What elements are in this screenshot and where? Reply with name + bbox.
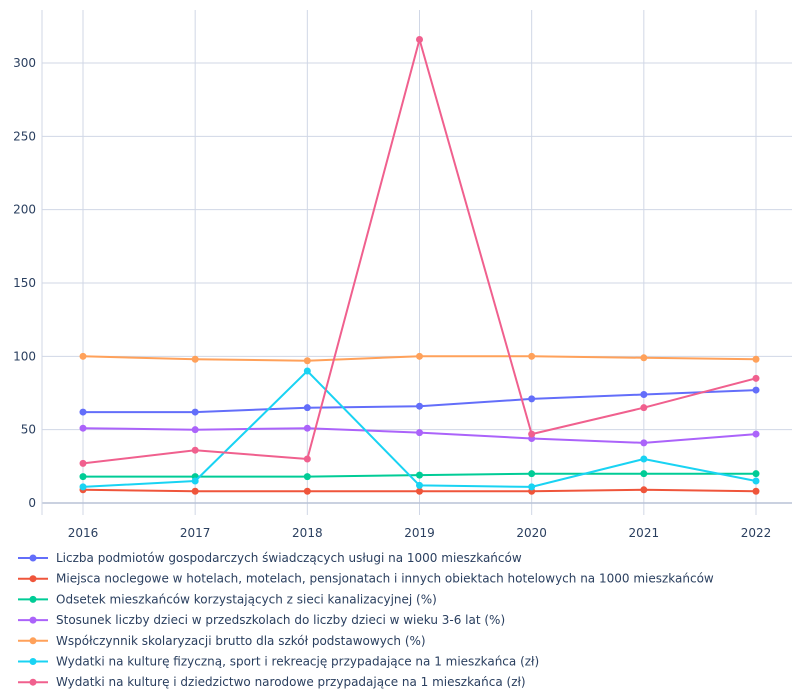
data-point (191, 355, 199, 363)
data-point (303, 424, 311, 432)
data-point (191, 477, 199, 485)
x-tick-label: 2017 (180, 526, 211, 540)
data-point (640, 439, 648, 447)
x-tick-label: 2022 (741, 526, 772, 540)
data-point (752, 470, 760, 478)
legend-swatch-marker (29, 616, 37, 624)
x-tick-label: 2016 (68, 526, 99, 540)
legend-swatch-marker (29, 595, 37, 603)
legend-label: Współczynnik skolaryzacji brutto dla szk… (56, 634, 426, 648)
data-point (640, 390, 648, 398)
data-point (752, 487, 760, 495)
series (79, 36, 760, 467)
data-point (752, 386, 760, 394)
data-point (416, 429, 423, 437)
legend-label: Stosunek liczby dzieci w przedszkolach d… (56, 613, 505, 627)
legend-item: Wydatki na kulturę fizyczną, sport i rek… (18, 655, 539, 669)
data-point (416, 402, 423, 410)
legend-item: Wydatki na kulturę i dziedzictwo narodow… (18, 675, 526, 689)
grid-lines (42, 10, 792, 515)
data-point (191, 446, 199, 454)
data-point (191, 426, 199, 434)
data-point (303, 455, 311, 463)
legend-label: Wydatki na kulturę fizyczną, sport i rek… (56, 655, 539, 669)
legend-label: Miejsca noclegowe w hotelach, motelach, … (56, 572, 714, 586)
legend-item: Współczynnik skolaryzacji brutto dla szk… (18, 634, 426, 648)
legend-swatch-marker (29, 575, 37, 583)
data-point (640, 486, 648, 494)
series (79, 386, 760, 416)
data-point (416, 36, 423, 44)
x-tick-labels: 2016 2017 2018 2019 2020 2021 2022 (68, 526, 772, 540)
data-point (79, 459, 87, 467)
data-point (640, 470, 648, 478)
data-point (752, 355, 760, 363)
y-tick-label: 300 (13, 56, 36, 70)
data-point (416, 481, 423, 489)
data-point (640, 455, 648, 463)
data-point (528, 483, 536, 491)
y-tick-label: 100 (13, 349, 36, 363)
data-point (416, 487, 423, 495)
data-point (303, 473, 311, 481)
data-point (528, 470, 536, 478)
legend-item: Miejsca noclegowe w hotelach, motelach, … (18, 572, 714, 586)
x-tick-label: 2018 (292, 526, 323, 540)
data-point (528, 395, 536, 403)
legend-label: Wydatki na kulturę i dziedzictwo narodow… (56, 675, 526, 689)
legend-label: Odsetek mieszkańców korzystających z sie… (56, 592, 437, 606)
data-point (640, 404, 648, 412)
legend-swatch-marker (29, 554, 37, 562)
data-point (79, 483, 87, 491)
data-point (79, 473, 87, 481)
x-tick-label: 2019 (404, 526, 435, 540)
data-point (752, 430, 760, 438)
y-tick-label: 0 (28, 496, 36, 510)
data-point (191, 408, 199, 416)
data-point (416, 471, 423, 479)
data-point (303, 367, 311, 375)
legend-swatch-marker (29, 637, 37, 645)
data-point (79, 352, 87, 360)
data-point (416, 352, 423, 360)
x-tick-label: 2020 (516, 526, 547, 540)
data-point (191, 487, 199, 495)
series (79, 470, 760, 481)
data-point (640, 354, 648, 362)
legend-item: Liczba podmiotów gospodarczych świadcząc… (18, 551, 522, 565)
y-tick-label: 200 (13, 203, 36, 217)
series (79, 367, 760, 491)
legend-swatch-marker (29, 658, 37, 665)
data-point (752, 477, 760, 485)
series (79, 352, 760, 365)
data-point (303, 357, 311, 365)
y-tick-label: 50 (21, 423, 36, 437)
legend-label: Liczba podmiotów gospodarczych świadcząc… (56, 551, 522, 565)
data-point (303, 487, 311, 495)
legend: Liczba podmiotów gospodarczych świadcząc… (18, 551, 714, 689)
x-tick-label: 2021 (629, 526, 660, 540)
legend-swatch-marker (29, 678, 37, 686)
data-point (752, 374, 760, 382)
data-point (528, 430, 536, 438)
data-point (303, 404, 311, 412)
y-tick-label: 250 (13, 129, 36, 143)
y-tick-labels: 0 50 100 150 200 250 300 (13, 56, 36, 510)
series-group (79, 36, 760, 495)
data-point (528, 352, 536, 360)
y-tick-label: 150 (13, 276, 36, 290)
legend-item: Stosunek liczby dzieci w przedszkolach d… (18, 613, 505, 627)
legend-item: Odsetek mieszkańców korzystających z sie… (18, 592, 437, 606)
data-point (79, 408, 87, 416)
data-point (79, 424, 87, 432)
